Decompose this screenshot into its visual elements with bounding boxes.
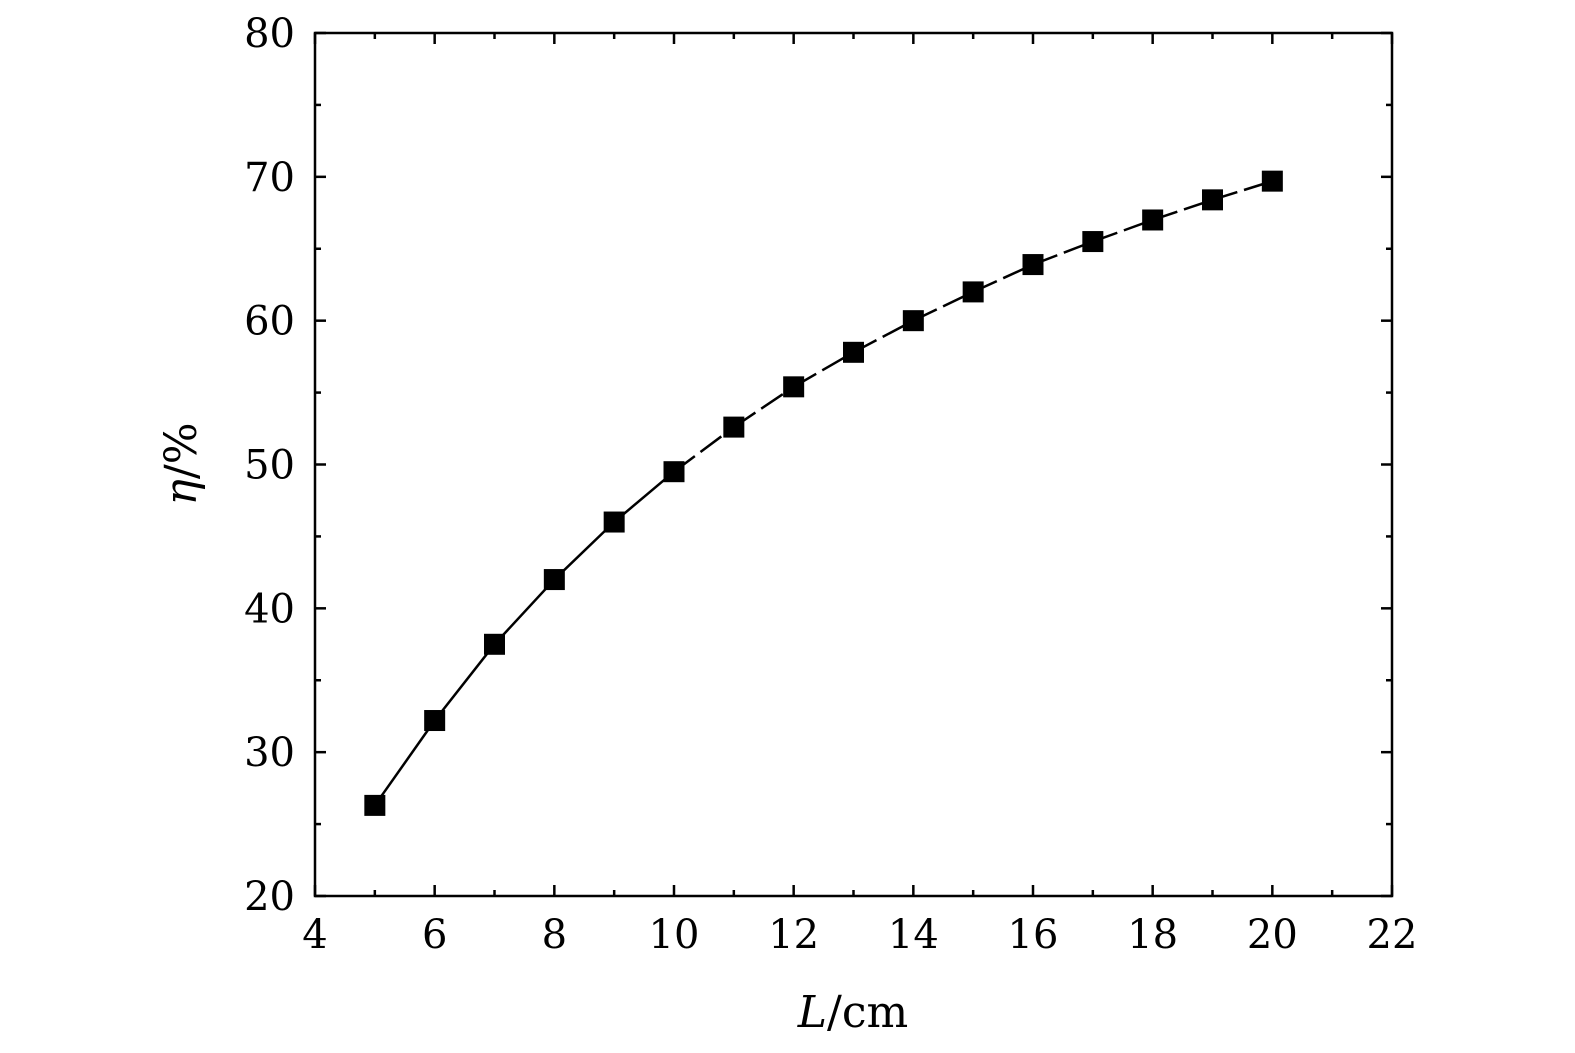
x-tick-label: 14 (888, 912, 939, 958)
series-line-segment (433, 643, 496, 722)
x-tick-label: 6 (422, 912, 447, 958)
y-axis-title-variable: η (156, 479, 207, 505)
series-line-segment (493, 578, 556, 646)
x-tick-label: 8 (542, 912, 567, 958)
plot-frame (313, 31, 1394, 898)
y-axis-title: η/% (156, 422, 207, 505)
y-tick-label: 50 (244, 443, 295, 489)
x-tick-label: 16 (1008, 912, 1059, 958)
data-point-marker (902, 310, 924, 332)
x-tick-label: 12 (768, 912, 819, 958)
data-point-marker (723, 416, 745, 438)
data-point-marker (424, 710, 446, 732)
x-tick-label: 22 (1367, 912, 1418, 958)
data-point-marker (1261, 170, 1283, 192)
y-axis-title-unit: /% (156, 422, 207, 479)
data-point-marker (843, 341, 864, 363)
x-axis-title: L/cm (797, 987, 908, 1038)
series-line-segment (373, 719, 436, 807)
data-point-marker (543, 569, 565, 591)
data-point-marker (364, 794, 386, 816)
data-point-marker (484, 633, 505, 655)
data-point-marker (962, 281, 984, 303)
data-point-marker (1022, 254, 1044, 276)
data-point-marker (1202, 189, 1223, 211)
data-point-marker (663, 461, 685, 483)
y-tick-label: 40 (244, 586, 295, 632)
data-point-marker (1142, 209, 1164, 231)
x-tick-label: 10 (649, 912, 700, 958)
data-point-marker (783, 376, 805, 398)
axis-ticks (313, 31, 1394, 898)
x-axis-title-unit: /cm (827, 987, 908, 1038)
y-tick-label: 60 (244, 299, 295, 345)
data-point-marker (603, 511, 625, 533)
x-tick-label: 18 (1127, 912, 1178, 958)
data-point-marker (1082, 231, 1104, 253)
x-tick-label: 4 (302, 912, 327, 958)
x-tick-label: 20 (1247, 912, 1298, 958)
y-tick-label: 80 (244, 11, 295, 57)
y-tick-label: 70 (244, 155, 295, 201)
y-tick-label: 20 (244, 874, 295, 920)
data-series (364, 170, 1283, 816)
axis-tick-labels: 4 6 8 10 12 14 16 18 20 22 20 30 40 50 60 70 80 (244, 11, 1417, 958)
x-axis-title-variable: L (797, 987, 827, 1038)
y-tick-label: 30 (244, 730, 295, 776)
